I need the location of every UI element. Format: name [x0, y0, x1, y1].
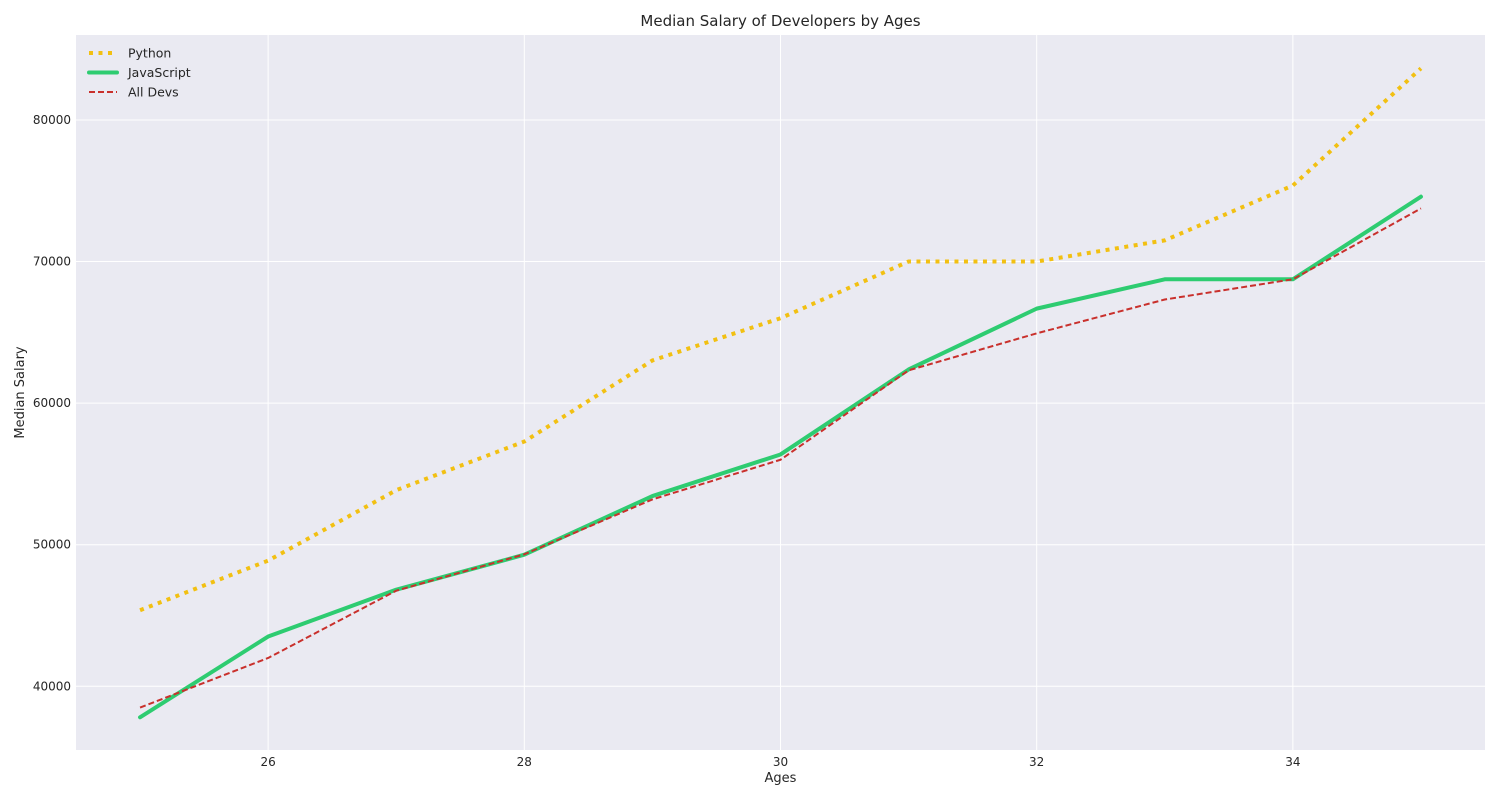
x-tick-label: 26 — [260, 755, 275, 769]
x-tick-label: 34 — [1285, 755, 1300, 769]
series-line-javascript — [138, 194, 1423, 720]
legend: Python JavaScript All Devs — [87, 46, 191, 100]
y-tick-label: 80000 — [33, 113, 71, 127]
y-axis-label: Median Salary — [13, 346, 28, 439]
y-tick-label: 60000 — [33, 396, 71, 410]
series-line-all-devs — [139, 207, 1422, 709]
x-tick-label: 32 — [1029, 755, 1044, 769]
y-tick-label: 70000 — [33, 255, 71, 269]
y-tick-label: 40000 — [33, 679, 71, 693]
y-axis-ticks: 40000 50000 60000 70000 80000 — [33, 113, 71, 693]
legend-label: JavaScript — [127, 65, 191, 80]
x-axis-ticks: 26 28 30 32 34 — [260, 755, 1300, 769]
x-tick-label: 30 — [773, 755, 788, 769]
chart-title: Median Salary of Developers by Ages — [640, 12, 920, 30]
grid-lines — [76, 35, 1485, 750]
x-tick-label: 28 — [517, 755, 532, 769]
legend-label: Python — [128, 46, 171, 61]
series-line-python — [139, 66, 1423, 613]
series-lines — [138, 66, 1423, 720]
x-axis-label: Ages — [765, 771, 797, 786]
legend-label: All Devs — [128, 85, 179, 100]
y-tick-label: 50000 — [33, 538, 71, 552]
